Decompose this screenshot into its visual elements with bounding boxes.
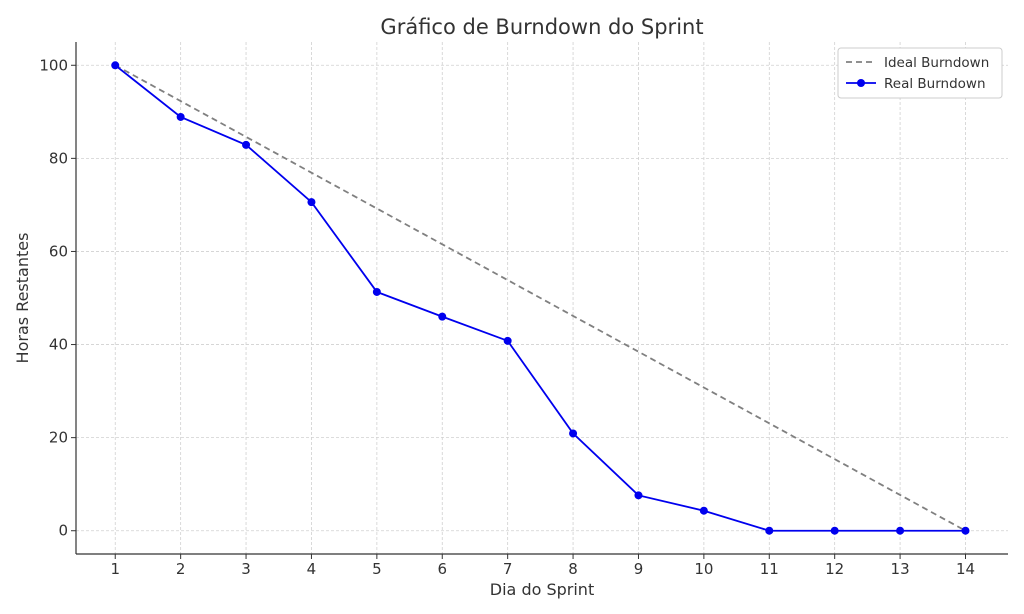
x-tick-label: 1 bbox=[110, 560, 120, 578]
real-burndown-point bbox=[242, 140, 251, 149]
y-axis-label: Horas Restantes bbox=[13, 233, 32, 364]
x-tick-label: 12 bbox=[825, 560, 844, 578]
ideal-burndown-legend-label: Ideal Burndown bbox=[884, 55, 989, 71]
real-burndown-point bbox=[307, 198, 316, 207]
x-tick-label: 10 bbox=[694, 560, 713, 578]
chart-title: Gráfico de Burndown do Sprint bbox=[380, 15, 703, 39]
x-tick-label: 11 bbox=[760, 560, 779, 578]
series-layer bbox=[111, 61, 970, 535]
x-tick-label: 3 bbox=[241, 560, 251, 578]
x-axis-label: Dia do Sprint bbox=[490, 580, 594, 599]
legend-box bbox=[837, 47, 1003, 99]
real-burndown-point bbox=[111, 61, 120, 70]
x-tick-label: 7 bbox=[503, 560, 513, 578]
x-tick-label: 6 bbox=[437, 560, 447, 578]
real-burndown-point bbox=[438, 312, 447, 321]
real-burndown-point bbox=[699, 506, 708, 515]
real-burndown-point bbox=[961, 526, 970, 535]
real-burndown-point bbox=[830, 526, 839, 535]
x-tick-label: 14 bbox=[956, 560, 975, 578]
x-tick-label: 5 bbox=[372, 560, 382, 578]
real-burndown-point bbox=[176, 112, 185, 121]
x-tick-label: 8 bbox=[568, 560, 578, 578]
legend: Ideal Burndown Real Burndown bbox=[837, 47, 1003, 99]
grid bbox=[76, 42, 1008, 554]
y-tick-label: 40 bbox=[49, 336, 68, 354]
ideal-burndown-line bbox=[114, 64, 966, 532]
y-tick-label: 0 bbox=[58, 522, 68, 540]
real-burndown-point bbox=[569, 429, 578, 438]
real-burndown-line bbox=[114, 64, 966, 532]
y-tick-label: 60 bbox=[49, 242, 68, 260]
y-tick-label: 20 bbox=[49, 429, 68, 447]
y-tick-label: 80 bbox=[49, 149, 68, 167]
x-tick-label: 2 bbox=[176, 560, 186, 578]
x-tick-label: 9 bbox=[634, 560, 644, 578]
y-tick-label: 100 bbox=[39, 56, 68, 74]
real-burndown-point bbox=[372, 287, 381, 296]
real-burndown-legend-label: Real Burndown bbox=[884, 76, 986, 92]
x-tick-label: 4 bbox=[307, 560, 317, 578]
x-tick-label: 13 bbox=[891, 560, 910, 578]
real-burndown-point bbox=[634, 491, 643, 500]
real-burndown-legend-marker bbox=[857, 79, 865, 87]
real-burndown-point bbox=[765, 526, 774, 535]
real-burndown-point bbox=[503, 336, 512, 345]
real-burndown-point bbox=[896, 526, 905, 535]
